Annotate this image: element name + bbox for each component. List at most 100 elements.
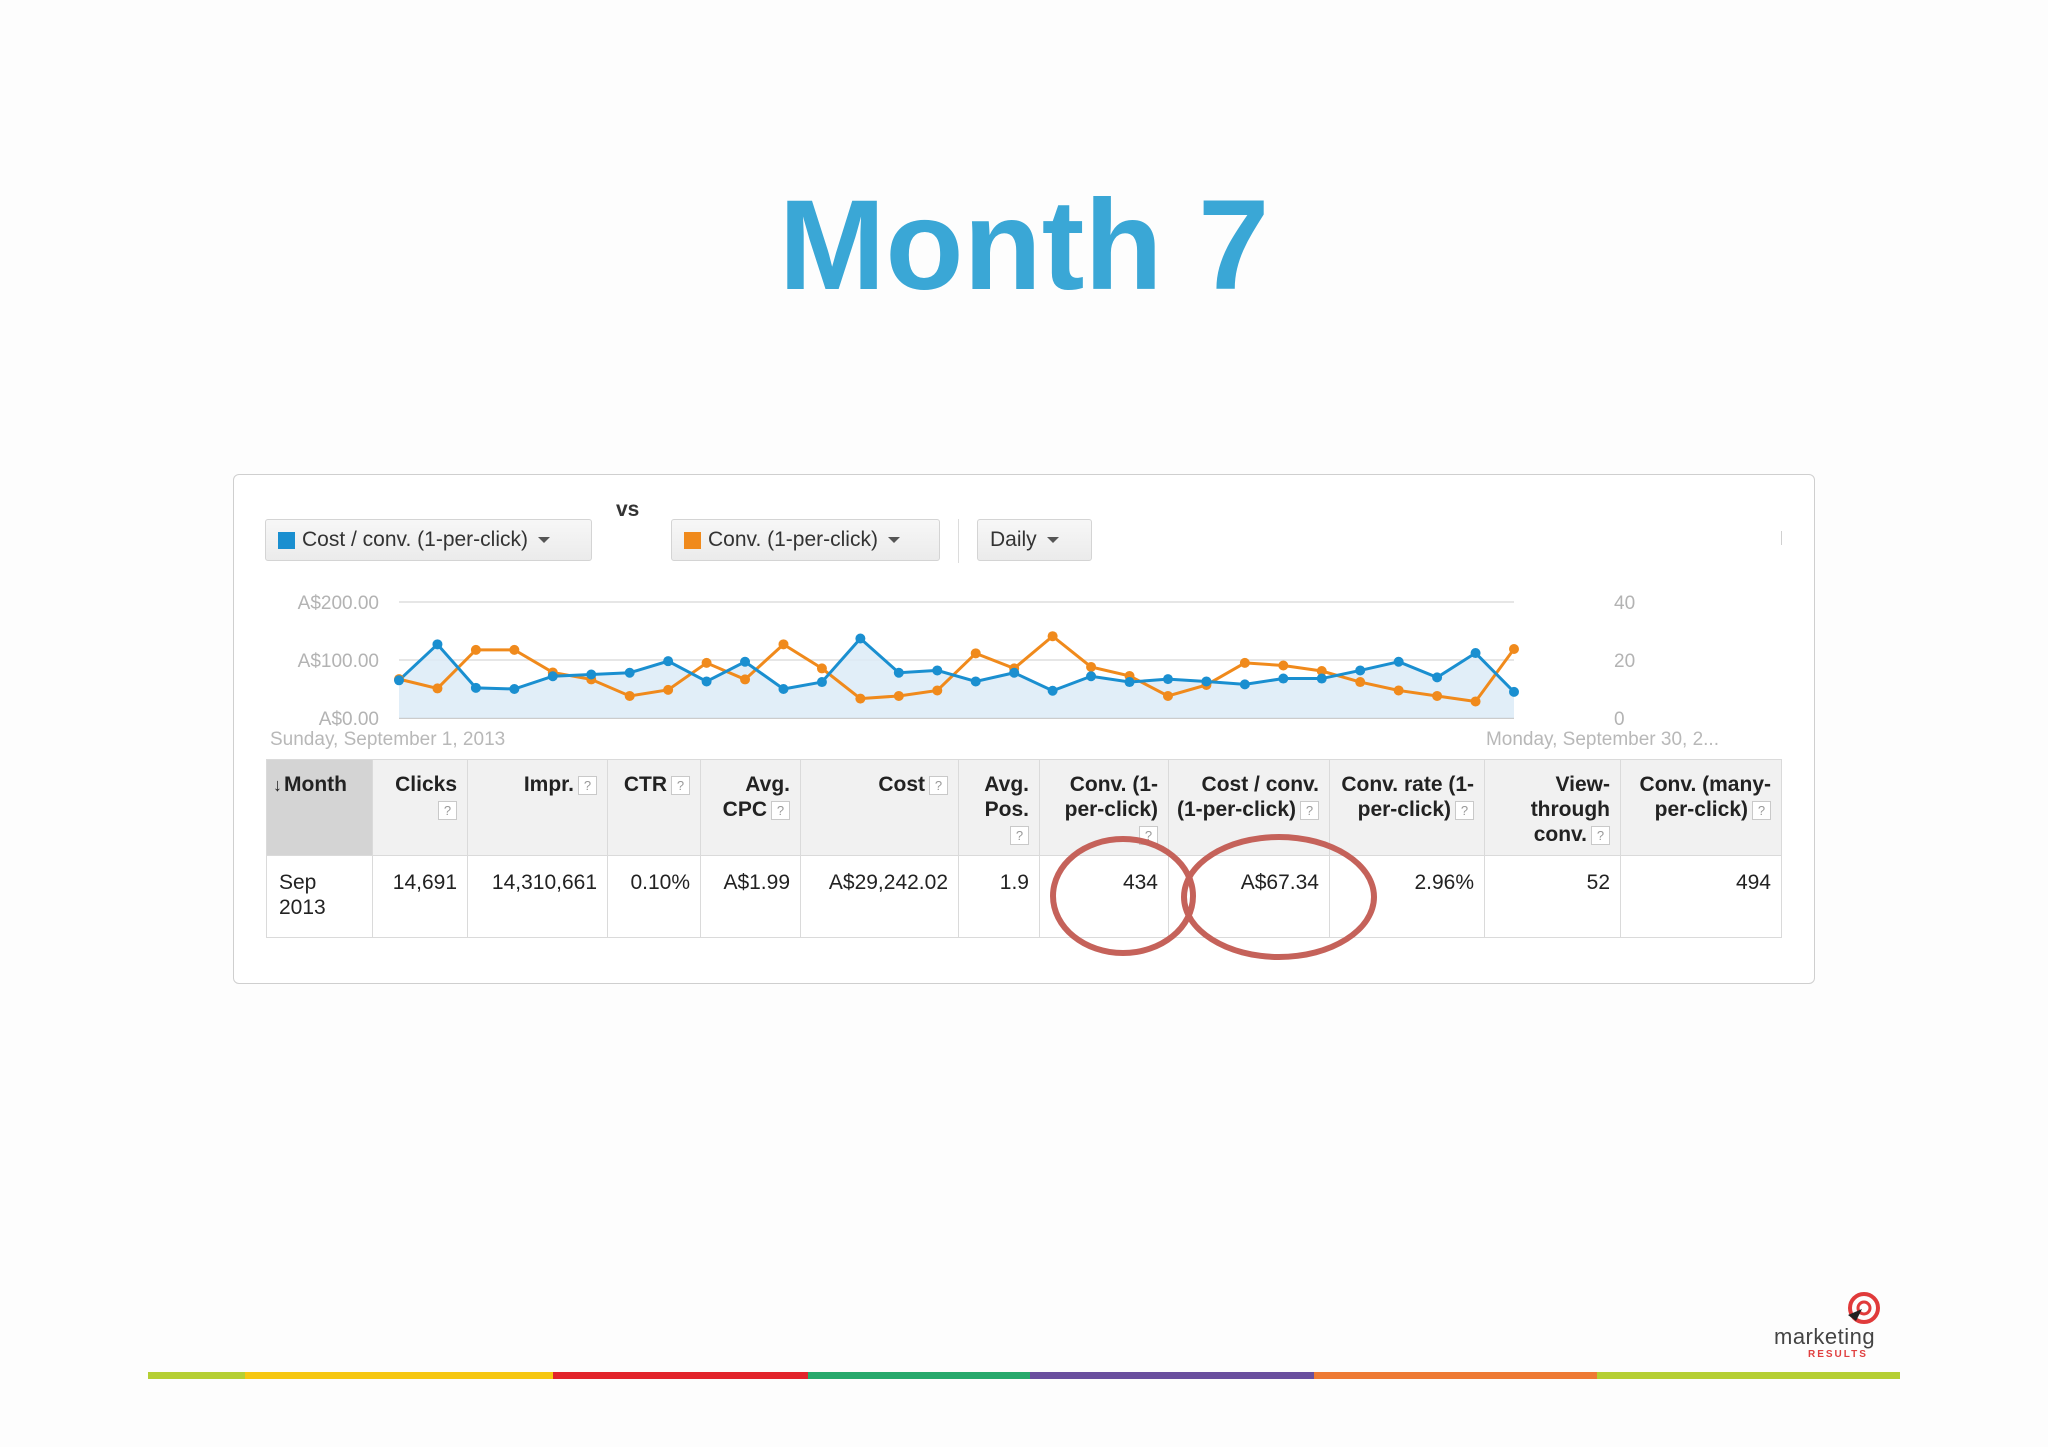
column-header[interactable]: Avg. CPC? xyxy=(700,759,801,856)
x-axis-start-label: Sunday, September 1, 2013 xyxy=(270,729,505,750)
cost-per-conv-series-point xyxy=(1509,686,1519,697)
column-header[interactable]: View-through conv.? xyxy=(1484,759,1621,856)
conversions-series-point xyxy=(932,685,943,696)
help-icon[interactable]: ? xyxy=(771,800,790,820)
table-cell: A$29,242.02 xyxy=(800,855,959,938)
help-icon[interactable]: ? xyxy=(1455,800,1474,820)
cost-per-conv-series-point xyxy=(1047,685,1058,696)
conversions-series-point xyxy=(970,648,981,659)
conversions-series-point xyxy=(816,663,827,674)
conversions-series-point xyxy=(1239,657,1250,668)
cost-per-conv-series-point xyxy=(893,667,904,678)
conversions-series-point xyxy=(701,657,712,668)
cost-per-conv-series-point xyxy=(701,676,712,687)
period-dropdown[interactable]: Daily xyxy=(977,519,1092,561)
cost-per-conv-series-point xyxy=(547,671,558,682)
x-axis-end-label: Monday, September 30, 2... xyxy=(1486,729,1719,750)
conversions-series-point xyxy=(1355,677,1366,688)
help-icon[interactable]: ? xyxy=(438,800,457,820)
table-row: Sep 2013 14,691 14,310,661 0.10% A$1.99 A$29,… xyxy=(266,855,1782,938)
column-header[interactable]: Cost? xyxy=(800,759,959,856)
cost-per-conv-series-point xyxy=(1316,673,1327,684)
cost-per-conv-series-point xyxy=(663,656,674,667)
column-header-label: Cost xyxy=(878,773,925,796)
column-header-label: Avg. CPC xyxy=(722,773,790,821)
help-icon[interactable]: ? xyxy=(1752,800,1771,820)
conversions-series-point xyxy=(1086,661,1097,672)
table-cell: 494 xyxy=(1620,855,1782,938)
column-header[interactable]: Conv. rate (1-per-click)? xyxy=(1329,759,1485,856)
column-header-label: CTR xyxy=(623,773,667,796)
adwords-panel: Cost / conv. (1-per-click) vs Conv. (1-p… xyxy=(233,474,1815,984)
cost-per-conv-series-point xyxy=(1086,671,1097,682)
cost-per-conv-series-point xyxy=(470,682,481,693)
footer-stripe-segment xyxy=(245,1372,553,1379)
conversions-series-point xyxy=(1470,696,1481,707)
cost-per-conv-series-point xyxy=(778,684,789,694)
logo-text: marketing xyxy=(1774,1324,1876,1349)
column-header-label: Cost / conv. (1-per-click) xyxy=(1176,773,1319,821)
help-icon[interactable]: ? xyxy=(1591,825,1610,845)
table-cell: 52 xyxy=(1484,855,1621,938)
left-axis-tick-label: A$200.00 xyxy=(298,593,379,614)
cost-per-conv-series-point xyxy=(1239,679,1250,690)
toolbar-edge-mark xyxy=(1781,531,1782,545)
column-header-label: Conv. rate (1-per-click) xyxy=(1341,773,1474,821)
table-cell: 14,310,661 xyxy=(467,855,608,938)
cost-per-conv-series-point xyxy=(1432,672,1443,683)
metric1-label: Cost / conv. (1-per-click) xyxy=(302,528,528,551)
column-header[interactable]: Clicks? xyxy=(372,759,468,856)
help-icon[interactable]: ? xyxy=(1300,800,1319,820)
cost-per-conv-series-point xyxy=(624,667,635,678)
cost-per-conv-series-point xyxy=(1393,656,1404,667)
footer-stripe-segment xyxy=(1314,1372,1597,1379)
cost-per-conv-series-point xyxy=(509,684,520,694)
table-cell: A$1.99 xyxy=(700,855,801,938)
table-header-row: ↓Month Clicks? Impr.? CTR? Avg. CPC? Cost? Avg… xyxy=(266,759,1782,856)
sort-arrow-icon: ↓ xyxy=(273,775,282,795)
logo-subtext: RESULTS xyxy=(1808,1349,1868,1360)
conversions-series-point xyxy=(740,674,751,685)
footer-stripe-segment xyxy=(553,1372,808,1379)
table-cell: 1.9 xyxy=(958,855,1040,938)
help-icon[interactable]: ? xyxy=(578,775,597,795)
cost-per-conv-series-point xyxy=(932,665,943,676)
help-icon[interactable]: ? xyxy=(1010,825,1029,845)
help-icon[interactable]: ? xyxy=(671,775,690,795)
conversions-series-line xyxy=(398,634,1516,704)
column-header[interactable]: Impr.? xyxy=(467,759,608,856)
column-header-label: Conv. (many-per-click) xyxy=(1639,773,1771,821)
right-axis-tick-label: 20 xyxy=(1614,651,1635,672)
column-header[interactable]: Cost / conv. (1-per-click)? xyxy=(1168,759,1330,856)
conversions-series-point xyxy=(1278,660,1289,671)
cost-per-conv-series-point xyxy=(740,656,751,667)
column-header[interactable]: Conv. (many-per-click)? xyxy=(1620,759,1782,856)
footer-stripe-segment xyxy=(808,1372,1030,1379)
cost-per-conv-series-point xyxy=(432,639,443,650)
cost-per-conv-series-point xyxy=(394,675,404,686)
metric1-color-swatch xyxy=(278,531,295,549)
help-icon[interactable]: ? xyxy=(929,775,948,795)
cost-per-conv-series-point xyxy=(1124,677,1135,688)
conversions-series-point xyxy=(855,693,866,704)
metric2-dropdown[interactable]: Conv. (1-per-click) xyxy=(671,519,940,561)
performance-chart: A$200.00 40 A$100.00 20 A$0.00 0 Sunday, Septe… xyxy=(270,593,1719,750)
column-header[interactable]: ↓Month xyxy=(266,759,373,856)
chevron-down-icon xyxy=(1046,537,1059,543)
marketing-results-logo-icon xyxy=(1848,1292,1880,1324)
highlight-circle-cost-per-conv xyxy=(1181,834,1377,960)
conversions-series-point xyxy=(1432,690,1443,701)
cost-per-conv-series-point xyxy=(1009,667,1020,678)
conversions-series-point xyxy=(1393,685,1404,696)
column-header[interactable]: CTR? xyxy=(607,759,701,856)
period-label: Daily xyxy=(990,528,1037,551)
cost-per-conv-series-point xyxy=(586,669,597,680)
footer-stripe-segment xyxy=(148,1372,245,1379)
conversions-series-point xyxy=(624,690,635,701)
conversions-series-point xyxy=(778,639,789,650)
column-header-label: Conv. (1-per-click) xyxy=(1064,773,1158,821)
column-header[interactable]: Avg. Pos.? xyxy=(958,759,1040,856)
cost-per-conv-series-point xyxy=(1162,674,1173,685)
cost-per-conv-series-point xyxy=(816,677,827,688)
metric1-dropdown[interactable]: Cost / conv. (1-per-click) xyxy=(265,519,592,561)
